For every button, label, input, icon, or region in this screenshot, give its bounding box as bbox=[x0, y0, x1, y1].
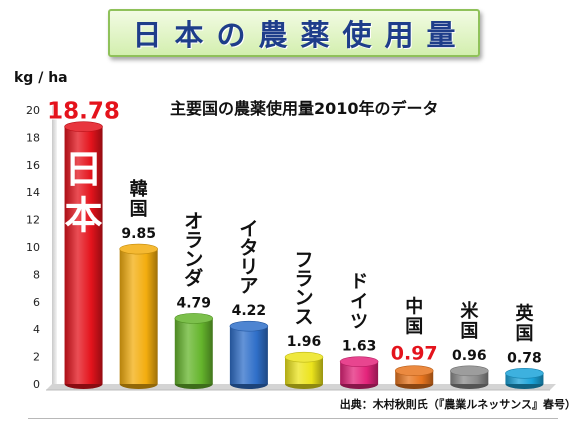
bar-2 bbox=[119, 243, 158, 389]
category-label: ス bbox=[294, 306, 313, 328]
category-label: ツ bbox=[350, 312, 368, 333]
y-tick-label: 8 bbox=[33, 268, 40, 281]
category-label: ラ bbox=[294, 268, 313, 290]
source-note: 出典：木村秋則氏（『農業ルネッサンス』春号） bbox=[340, 397, 576, 411]
category-label: ラ bbox=[184, 229, 203, 251]
value-label: 4.79 bbox=[177, 295, 212, 311]
category-label: ン bbox=[184, 248, 203, 270]
value-label: 0.97 bbox=[391, 343, 438, 365]
y-tick-label: 18 bbox=[26, 131, 40, 144]
bar-body bbox=[174, 318, 213, 384]
bar-top bbox=[284, 351, 324, 363]
bar-top bbox=[119, 243, 158, 255]
y-tick-label: 4 bbox=[33, 323, 40, 336]
value-label: 18.78 bbox=[47, 99, 120, 125]
category-label: 米 bbox=[460, 300, 479, 322]
bar-6 bbox=[339, 356, 379, 389]
category-label: 国 bbox=[515, 323, 533, 344]
category-label: ン bbox=[294, 287, 313, 309]
y-tick-label: 16 bbox=[26, 159, 40, 172]
bar-7 bbox=[394, 365, 434, 389]
category-label: 国 bbox=[460, 321, 478, 342]
y-axis-label: kg / ha bbox=[14, 70, 68, 86]
bar-body bbox=[64, 126, 103, 385]
bar-body bbox=[505, 373, 544, 384]
category-label: 本 bbox=[65, 194, 103, 238]
category-label: 国 bbox=[405, 317, 423, 338]
category-label: 韓 bbox=[130, 178, 148, 200]
value-label: 1.63 bbox=[342, 339, 377, 355]
y-tick-label: 10 bbox=[26, 241, 40, 254]
value-label: 0.96 bbox=[452, 348, 487, 364]
category-label: ド bbox=[350, 272, 368, 293]
bar-body bbox=[229, 326, 268, 384]
bar-top bbox=[174, 313, 214, 324]
bar-8 bbox=[450, 365, 489, 389]
value-label: 9.85 bbox=[121, 226, 156, 242]
bar-top bbox=[394, 365, 434, 377]
bar-9 bbox=[505, 368, 544, 389]
page-title: 日本の農薬使用量 bbox=[132, 18, 469, 52]
category-label: 国 bbox=[130, 199, 148, 220]
bar-top bbox=[229, 320, 269, 332]
y-tick-label: 20 bbox=[26, 104, 40, 117]
title-banner: 日本の農薬使用量 bbox=[108, 9, 480, 57]
bar-top bbox=[450, 365, 489, 377]
bar-top bbox=[339, 356, 379, 367]
category-label: ダ bbox=[184, 266, 203, 289]
category-label: 中 bbox=[405, 296, 423, 318]
bar-body bbox=[340, 361, 379, 384]
value-label: 0.78 bbox=[507, 350, 542, 366]
category-label: リ bbox=[239, 256, 258, 278]
bar-top bbox=[505, 368, 544, 379]
y-tick-label: 2 bbox=[33, 351, 40, 364]
footer-divider bbox=[28, 418, 558, 419]
category-label: ア bbox=[239, 275, 258, 297]
category-label: イ bbox=[350, 292, 368, 313]
y-tick-label: 0 bbox=[33, 378, 40, 391]
bar-1 bbox=[64, 121, 103, 389]
bar-3 bbox=[174, 313, 214, 389]
category-label: フ bbox=[294, 249, 313, 271]
value-label: 1.96 bbox=[287, 334, 322, 350]
category-label: 英 bbox=[514, 302, 534, 324]
y-tick-label: 6 bbox=[33, 296, 40, 309]
category-label: 日 bbox=[65, 148, 103, 192]
category-label: イ bbox=[239, 218, 258, 240]
y-tick-label: 14 bbox=[26, 186, 40, 199]
bar-4 bbox=[229, 320, 269, 389]
chart-subtitle: 主要国の農薬使用量2010年のデータ bbox=[170, 99, 439, 118]
bar-body bbox=[119, 249, 158, 384]
category-label: タ bbox=[239, 237, 258, 259]
category-label: オ bbox=[184, 210, 203, 232]
bar-5 bbox=[284, 351, 324, 389]
y-tick-label: 12 bbox=[26, 214, 40, 227]
value-label: 4.22 bbox=[232, 303, 267, 319]
y-axis-wall bbox=[52, 104, 57, 384]
bar-top bbox=[64, 121, 103, 133]
